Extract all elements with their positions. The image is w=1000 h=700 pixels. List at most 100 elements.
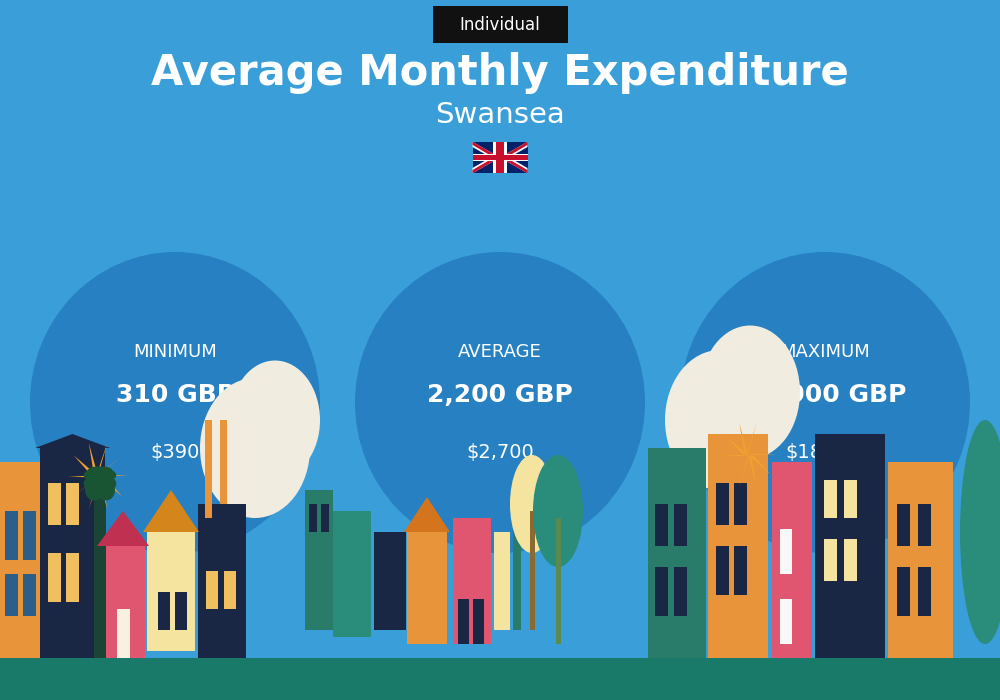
Bar (655, 567, 668, 616)
Ellipse shape (30, 252, 320, 553)
Bar (473, 155, 528, 160)
Polygon shape (74, 476, 98, 496)
Text: AVERAGE: AVERAGE (458, 343, 542, 361)
Bar (158, 592, 170, 630)
Text: Swansea: Swansea (435, 101, 565, 129)
Bar (473, 141, 528, 174)
Ellipse shape (84, 466, 113, 480)
Polygon shape (739, 423, 748, 455)
Bar (94, 490, 106, 658)
Bar (224, 570, 236, 609)
Bar (333, 511, 371, 637)
Polygon shape (725, 435, 748, 455)
Bar (556, 518, 561, 644)
Bar (824, 480, 837, 518)
Bar (496, 141, 504, 174)
Polygon shape (748, 455, 771, 475)
Bar (888, 462, 953, 658)
Bar (493, 141, 507, 174)
Bar (716, 483, 729, 525)
Text: MINIMUM: MINIMUM (133, 343, 217, 361)
Bar (473, 153, 528, 162)
Bar (48, 553, 61, 602)
Polygon shape (473, 141, 500, 158)
Polygon shape (748, 454, 776, 455)
Polygon shape (89, 476, 98, 510)
Polygon shape (739, 455, 748, 487)
Bar (117, 609, 130, 658)
Polygon shape (97, 511, 149, 546)
Bar (655, 504, 668, 546)
Ellipse shape (665, 350, 775, 490)
Bar (206, 570, 218, 609)
Polygon shape (89, 442, 98, 476)
Polygon shape (98, 456, 122, 476)
Bar (734, 546, 747, 595)
Bar (66, 553, 79, 602)
FancyBboxPatch shape (432, 6, 568, 43)
Polygon shape (35, 434, 110, 448)
Bar (100, 546, 145, 658)
Bar (918, 504, 931, 546)
Bar (897, 504, 910, 546)
Ellipse shape (960, 420, 1000, 644)
Ellipse shape (85, 480, 103, 500)
Polygon shape (500, 158, 528, 174)
Bar (780, 598, 792, 644)
Ellipse shape (93, 470, 116, 489)
Ellipse shape (355, 252, 645, 553)
Bar (648, 448, 706, 658)
Ellipse shape (87, 466, 116, 480)
Polygon shape (404, 497, 450, 532)
Bar (918, 567, 931, 616)
Bar (716, 546, 729, 595)
Bar (66, 483, 79, 525)
Polygon shape (98, 476, 107, 510)
Text: $18,000: $18,000 (785, 443, 865, 463)
Ellipse shape (84, 470, 107, 489)
Bar (772, 462, 812, 658)
Bar (374, 532, 406, 630)
Bar (309, 504, 317, 532)
Bar (147, 532, 195, 651)
Bar (458, 598, 469, 644)
Bar (530, 511, 535, 630)
Polygon shape (748, 423, 757, 455)
Bar (305, 490, 333, 630)
Ellipse shape (533, 455, 583, 567)
Bar (844, 480, 857, 518)
Text: 2,200 GBP: 2,200 GBP (427, 384, 573, 407)
Bar (844, 539, 857, 581)
Bar (205, 420, 212, 518)
Bar (674, 504, 687, 546)
Bar (23, 574, 36, 616)
Polygon shape (500, 158, 528, 174)
Text: $390: $390 (150, 443, 200, 463)
Bar (513, 504, 521, 630)
Polygon shape (68, 476, 98, 477)
Ellipse shape (230, 360, 320, 480)
Bar (23, 511, 36, 560)
Polygon shape (720, 455, 748, 456)
Bar (734, 483, 747, 525)
Ellipse shape (700, 326, 800, 458)
Bar (0, 658, 1000, 700)
Polygon shape (473, 141, 500, 158)
Bar (708, 434, 768, 658)
Polygon shape (74, 456, 98, 476)
Text: $2,700: $2,700 (466, 443, 534, 463)
Polygon shape (473, 158, 500, 174)
Polygon shape (98, 476, 122, 496)
Bar (175, 592, 187, 630)
Polygon shape (500, 141, 528, 158)
Text: 14,000 GBP: 14,000 GBP (743, 384, 907, 407)
Polygon shape (143, 490, 199, 532)
Bar (198, 504, 246, 658)
Bar (48, 483, 61, 525)
Text: Average Monthly Expenditure: Average Monthly Expenditure (151, 52, 849, 94)
Bar (494, 532, 510, 630)
Ellipse shape (97, 480, 115, 500)
Ellipse shape (510, 455, 554, 553)
Polygon shape (500, 141, 528, 158)
Polygon shape (748, 435, 771, 455)
